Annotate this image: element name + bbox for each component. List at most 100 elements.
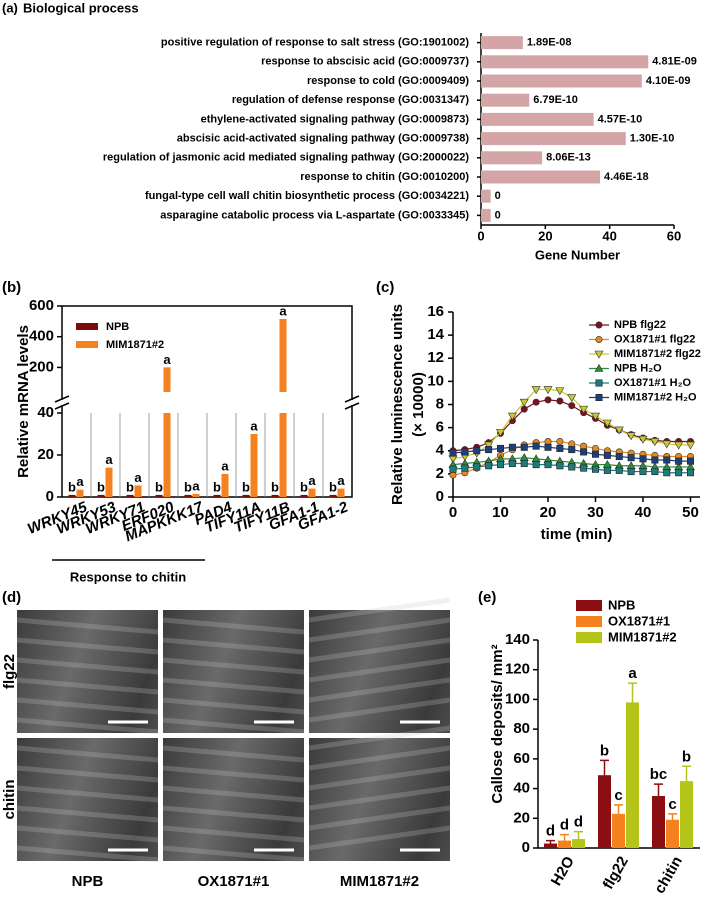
significance-letter: b — [97, 479, 105, 494]
data-point — [580, 464, 588, 472]
y-tick-label: 6 — [436, 419, 444, 436]
category-label: ethylene-activated signaling pathway (GO… — [201, 113, 470, 125]
error-bar — [614, 804, 623, 823]
significance-letter: a — [308, 473, 316, 488]
significance-letter: b — [184, 479, 192, 494]
data-point — [568, 446, 576, 454]
data-point — [663, 469, 671, 477]
legend-marker — [594, 350, 604, 359]
significance-letter: b — [126, 479, 134, 494]
bar — [481, 170, 601, 184]
bar — [481, 36, 523, 50]
legend-label: OX1871#1 flg22 — [614, 333, 695, 345]
category-label: response to chitin (GO:0010200) — [300, 171, 469, 183]
data-point — [626, 432, 636, 441]
p-value-label: 1.30E-10 — [630, 133, 675, 145]
panel-label: (c) — [376, 279, 394, 296]
x-tick-label: chitin — [651, 853, 686, 896]
data-point — [496, 461, 504, 469]
y-tick-label: 8 — [436, 395, 444, 412]
data-point — [615, 453, 623, 461]
x-tick-label: 0 — [449, 504, 457, 521]
micrograph-texture — [308, 677, 451, 703]
legend-label: MIM1871#2 flg22 — [614, 348, 701, 360]
significance-letter: b — [271, 479, 279, 494]
x-tick-label: 20 — [540, 504, 557, 521]
data-point — [544, 443, 552, 451]
data-point — [532, 398, 540, 406]
data-point — [496, 444, 504, 452]
significance-letter: b — [242, 479, 250, 494]
bar — [626, 702, 639, 848]
significance-letter: d — [560, 817, 569, 834]
micrograph — [17, 610, 158, 733]
data-point — [508, 459, 516, 467]
data-point — [520, 459, 528, 467]
micrograph-texture — [162, 785, 305, 803]
bar — [250, 434, 258, 497]
significance-letter: a — [163, 352, 171, 367]
micrograph-texture — [162, 657, 305, 675]
y-tick-label: 80 — [513, 720, 530, 737]
y-tick-label: 400 — [29, 328, 54, 345]
micrograph-texture — [308, 725, 451, 751]
chart-title: Biological process — [23, 0, 139, 15]
bar — [652, 796, 665, 848]
micrograph-texture — [162, 677, 305, 695]
data-point — [591, 450, 599, 458]
y-tick-label: 140 — [505, 631, 530, 648]
bar — [481, 189, 491, 203]
data-point — [508, 443, 516, 451]
bar — [308, 488, 316, 497]
legend-marker — [595, 393, 603, 401]
data-point — [495, 428, 506, 437]
micrograph — [163, 738, 304, 861]
category-label: response to abscisic acid (GO:0009737) — [261, 56, 469, 68]
legend-swatch — [76, 341, 98, 348]
data-point — [591, 444, 599, 452]
y-tick-label: 0 — [436, 488, 444, 505]
data-point — [627, 468, 635, 476]
bar — [163, 367, 171, 497]
bar — [612, 813, 625, 848]
error-bar — [546, 839, 555, 847]
x-tick-label: 20 — [538, 228, 552, 243]
bar — [192, 493, 200, 497]
legend-marker — [594, 363, 604, 372]
data-point — [615, 466, 623, 474]
data-point — [580, 448, 588, 456]
x-tick-label: 50 — [682, 504, 699, 521]
legend-label: NPB flg22 — [614, 319, 666, 331]
bar — [271, 494, 279, 497]
y-tick-label: 14 — [427, 326, 444, 343]
y-tick-label: 600 — [29, 297, 54, 314]
data-point — [520, 443, 528, 451]
micrograph-texture — [162, 845, 305, 863]
data-point — [461, 448, 469, 456]
legend-label: NPB — [106, 321, 129, 333]
bar — [213, 494, 221, 497]
x-tick-label: 60 — [667, 228, 681, 243]
x-tick-label: flg22 — [600, 853, 632, 892]
significance-letter: bc — [650, 766, 668, 783]
data-point — [603, 466, 611, 474]
data-point — [686, 457, 694, 465]
panel-label: (a) — [2, 0, 18, 15]
significance-letter: d — [546, 823, 555, 840]
significance-letter: b — [213, 479, 221, 494]
micrograph-texture — [162, 805, 305, 823]
micrograph-texture — [162, 825, 305, 843]
y-tick-label: 40 — [513, 780, 530, 797]
bar — [105, 467, 113, 497]
data-point — [531, 386, 541, 395]
micrograph-texture — [308, 785, 451, 811]
micrograph-texture — [162, 697, 305, 715]
micrograph-texture — [16, 657, 159, 675]
micrograph-texture — [308, 825, 451, 851]
legend-swatch — [576, 600, 602, 611]
data-point — [603, 451, 611, 459]
bar — [680, 781, 693, 848]
micrograph-texture — [162, 717, 305, 735]
data-point — [651, 456, 659, 464]
y-tick-label: 60 — [513, 750, 530, 767]
